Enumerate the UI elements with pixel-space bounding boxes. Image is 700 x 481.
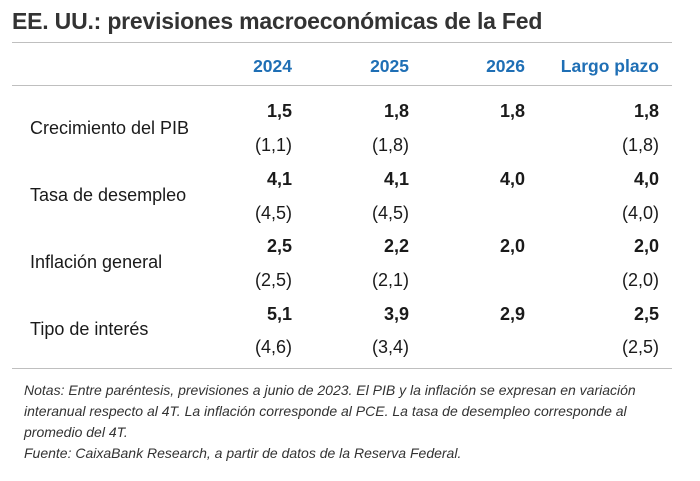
value-cell: 1,8 bbox=[499, 101, 525, 121]
value-cell: 4,0 bbox=[633, 169, 659, 189]
previous-forecast-cell: (3,4) bbox=[371, 337, 409, 357]
table-notes: Notas: Entre paréntesis, previsiones a j… bbox=[24, 380, 680, 464]
value-cell: 4,1 bbox=[383, 169, 409, 189]
previous-forecast-cell: (1,1) bbox=[254, 135, 292, 155]
value-cell: 3,9 bbox=[383, 304, 409, 324]
value-cell: 4,1 bbox=[266, 169, 292, 189]
top-divider bbox=[12, 42, 672, 43]
header-divider bbox=[12, 85, 672, 86]
row-label: Tipo de interés bbox=[30, 319, 149, 339]
value-cell: 2,5 bbox=[633, 304, 659, 324]
row-label: Tasa de desempleo bbox=[30, 185, 187, 205]
previous-forecast-cell: (4,5) bbox=[254, 203, 292, 223]
column-header-2026: 2026 bbox=[486, 56, 525, 76]
row-label: Inflación general bbox=[30, 252, 163, 272]
value-cell: 2,9 bbox=[499, 304, 525, 324]
value-cell: 2,0 bbox=[633, 236, 659, 256]
value-cell: 1,5 bbox=[266, 101, 292, 121]
value-cell: 1,8 bbox=[633, 101, 659, 121]
previous-forecast-cell: (2,1) bbox=[371, 270, 409, 290]
previous-forecast-cell: (1,8) bbox=[371, 135, 409, 155]
row-label: Crecimiento del PIB bbox=[30, 118, 190, 138]
previous-forecast-cell: (4,6) bbox=[254, 337, 292, 357]
column-header-largo-plazo: Largo plazo bbox=[560, 56, 659, 76]
notes-text: Notas: Entre paréntesis, previsiones a j… bbox=[24, 382, 636, 440]
value-cell: 2,2 bbox=[383, 236, 409, 256]
column-header-2025: 2025 bbox=[370, 56, 409, 76]
source-text: Fuente: CaixaBank Research, a partir de … bbox=[24, 445, 462, 461]
previous-forecast-cell: (2,5) bbox=[254, 270, 292, 290]
previous-forecast-cell: (4,0) bbox=[621, 203, 659, 223]
previous-forecast-cell: (1,8) bbox=[621, 135, 659, 155]
bottom-divider bbox=[12, 368, 672, 369]
value-cell: 2,0 bbox=[499, 236, 525, 256]
table-title: EE. UU.: previsiones macroeconómicas de … bbox=[12, 8, 543, 34]
value-cell: 1,8 bbox=[383, 101, 409, 121]
value-cell: 2,5 bbox=[266, 236, 292, 256]
value-cell: 4,0 bbox=[499, 169, 525, 189]
previous-forecast-cell: (2,0) bbox=[621, 270, 659, 290]
column-header-2024: 2024 bbox=[253, 56, 292, 76]
value-cell: 5,1 bbox=[266, 304, 292, 324]
previous-forecast-cell: (2,5) bbox=[621, 337, 659, 357]
previous-forecast-cell: (4,5) bbox=[371, 203, 409, 223]
